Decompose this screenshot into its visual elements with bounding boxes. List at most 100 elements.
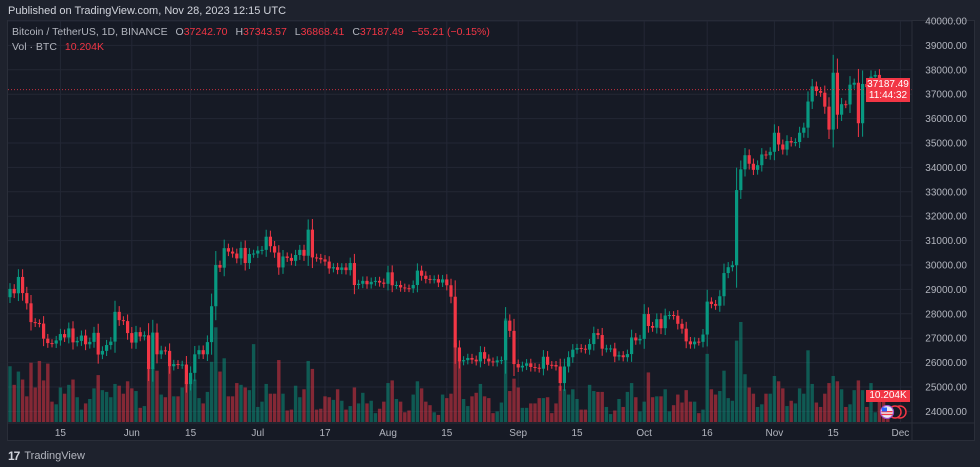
bar-countdown: 11:44:32 <box>868 90 908 101</box>
candle <box>415 263 419 293</box>
candle-body <box>285 256 289 258</box>
candle <box>273 240 277 258</box>
volume-bar <box>764 393 768 422</box>
candle <box>184 356 188 393</box>
candle-body <box>243 247 247 264</box>
volume-bar <box>281 393 285 422</box>
price-tick-label: 29000.00 <box>925 285 967 296</box>
candle-body <box>226 248 230 252</box>
candle <box>806 91 810 138</box>
candle <box>441 274 445 288</box>
candle-body <box>331 267 335 269</box>
volume-bar <box>142 406 147 422</box>
candle <box>294 249 298 266</box>
tradingview-logo-icon[interactable]: 17 <box>8 449 20 463</box>
volume-bar <box>621 406 625 422</box>
brand-name[interactable]: TradingView <box>24 450 85 462</box>
volume-bar <box>680 402 684 422</box>
volume-bar <box>520 407 525 422</box>
candle <box>735 167 739 288</box>
volume-bar <box>533 403 537 422</box>
volume-bar <box>575 398 579 422</box>
price-tick-label: 32000.00 <box>925 212 967 223</box>
volume-bar <box>566 394 571 422</box>
volume-bar <box>172 396 176 422</box>
candle <box>512 318 516 377</box>
candle <box>365 276 369 289</box>
volume-bar <box>499 402 504 422</box>
candle <box>331 263 335 273</box>
candle-body <box>848 84 852 105</box>
time-tick-label: Dec <box>892 428 910 439</box>
candle <box>172 359 176 371</box>
candle <box>676 310 680 330</box>
candle-body <box>420 270 424 276</box>
candle-body <box>567 357 571 367</box>
candle-body <box>399 285 403 288</box>
volume-bar <box>398 401 403 422</box>
volume-bar <box>428 405 432 422</box>
volume-bar <box>537 398 541 422</box>
candle <box>75 336 79 347</box>
candle-body <box>75 340 79 343</box>
candle-body <box>79 335 83 341</box>
volume-bar <box>776 381 781 422</box>
candle-body <box>222 248 226 268</box>
volume-bar <box>545 397 550 422</box>
candle-body <box>33 322 37 324</box>
volume-bar <box>562 389 567 422</box>
volume-bar <box>445 398 449 422</box>
candle-body <box>29 303 33 323</box>
symbol-title[interactable]: Bitcoin / TetherUS, 1D, BINANCE <box>12 26 168 38</box>
candle-body <box>588 344 592 350</box>
candle <box>84 329 88 351</box>
volume-bar <box>457 360 462 422</box>
volume-bar <box>403 412 407 422</box>
candle-body <box>478 352 482 362</box>
volume-label[interactable]: Vol · BTC <box>12 41 57 53</box>
candle <box>105 339 109 357</box>
us-flag-economic-event-icon[interactable] <box>878 405 908 419</box>
volume-bar <box>369 400 373 422</box>
time-tick-label: 15 <box>571 428 583 439</box>
candle <box>651 321 655 332</box>
candle-body <box>705 301 709 335</box>
volume-bar <box>117 385 121 422</box>
candle <box>180 360 184 369</box>
candle-body <box>827 106 831 130</box>
volume-bar <box>688 401 693 422</box>
volume-bar <box>709 389 714 422</box>
volume-bar <box>50 401 54 422</box>
candle <box>96 323 100 364</box>
candle-body <box>672 315 676 317</box>
price-tick-label: 31000.00 <box>925 236 967 247</box>
volume-bar <box>382 401 386 422</box>
volume-bar <box>230 396 235 422</box>
candle <box>50 339 54 348</box>
candle-body <box>84 335 88 345</box>
candle-body <box>533 366 537 368</box>
candle-body <box>814 86 818 92</box>
volume-bar <box>377 408 382 422</box>
candle <box>474 355 478 366</box>
close-label: C <box>352 26 360 38</box>
volume-bar <box>831 375 835 422</box>
volume-bar <box>256 406 260 422</box>
candle <box>516 359 520 372</box>
volume-bar <box>440 394 445 422</box>
candle-body <box>403 287 407 289</box>
candle <box>588 338 592 355</box>
volume-bar <box>814 402 819 422</box>
time-tick-label: 15 <box>185 428 197 439</box>
time-tick-label: 15 <box>441 428 453 439</box>
candle-body <box>277 252 281 268</box>
candle-body <box>130 333 134 343</box>
volume-bar <box>155 370 159 422</box>
candle <box>197 345 201 360</box>
candle-body <box>819 91 823 93</box>
candle-body <box>50 343 54 345</box>
candle <box>348 257 352 276</box>
volume-bar <box>835 381 840 422</box>
volume-bar <box>67 384 71 422</box>
